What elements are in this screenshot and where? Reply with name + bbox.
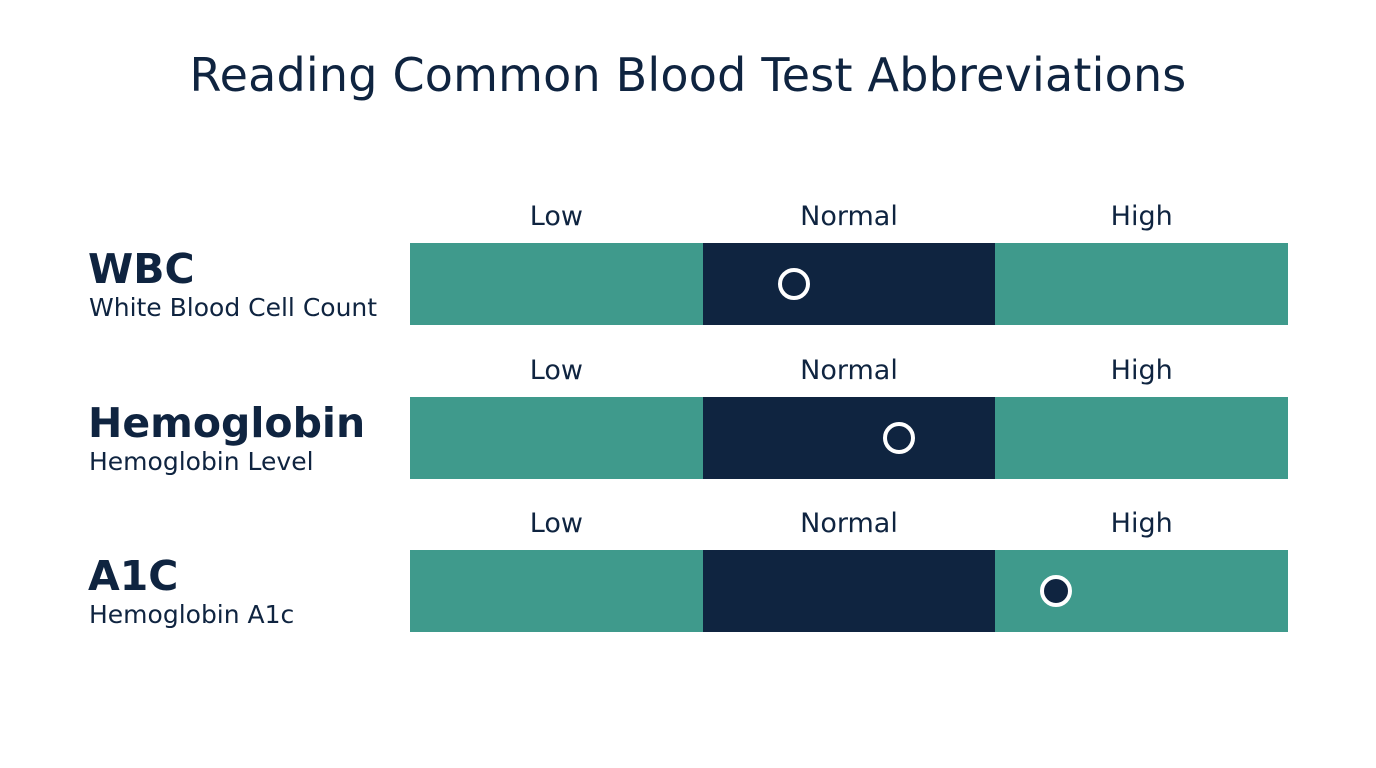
test-abbreviation: Hemoglobin	[88, 399, 366, 447]
range-scale-bar	[410, 243, 1289, 325]
zone-label-low: Low	[529, 355, 583, 386]
zone-label-high: High	[1110, 355, 1173, 386]
test-full-name: White Blood Cell Count	[89, 293, 378, 322]
zone-label-high: High	[1110, 508, 1173, 539]
zone-normal	[702, 550, 996, 632]
zone-label-low: Low	[529, 508, 583, 539]
zone-low	[410, 550, 703, 632]
zone-labels: Low Normal High	[410, 507, 1288, 541]
test-abbreviation: A1C	[88, 552, 179, 600]
zone-labels: Low Normal High	[410, 200, 1288, 234]
range-scale-bar	[410, 397, 1289, 479]
test-row-a1c: Low Normal High A1C Hemoglobin A1c	[0, 507, 1376, 647]
zone-label-high: High	[1110, 201, 1173, 232]
range-scale-bar	[410, 550, 1289, 632]
zone-normal	[702, 397, 996, 479]
zone-high	[995, 243, 1289, 325]
test-row-hemoglobin: Low Normal High Hemoglobin Hemoglobin Le…	[0, 354, 1376, 494]
page-title: Reading Common Blood Test Abbreviations	[189, 48, 1187, 102]
zone-normal	[702, 243, 996, 325]
test-abbreviation: WBC	[88, 245, 195, 293]
zone-label-normal: Normal	[800, 201, 898, 232]
result-marker	[883, 422, 916, 454]
zone-label-low: Low	[529, 201, 583, 232]
test-full-name: Hemoglobin A1c	[89, 600, 295, 629]
zone-low	[410, 397, 703, 479]
test-row-wbc: Low Normal High WBC White Blood Cell Cou…	[0, 200, 1376, 340]
test-full-name: Hemoglobin Level	[89, 447, 314, 476]
zone-high	[995, 397, 1289, 479]
result-marker	[777, 268, 810, 300]
zone-label-normal: Normal	[800, 508, 898, 539]
zone-low	[410, 243, 703, 325]
zone-labels: Low Normal High	[410, 354, 1288, 388]
zone-label-normal: Normal	[800, 355, 898, 386]
result-marker	[1040, 575, 1073, 607]
